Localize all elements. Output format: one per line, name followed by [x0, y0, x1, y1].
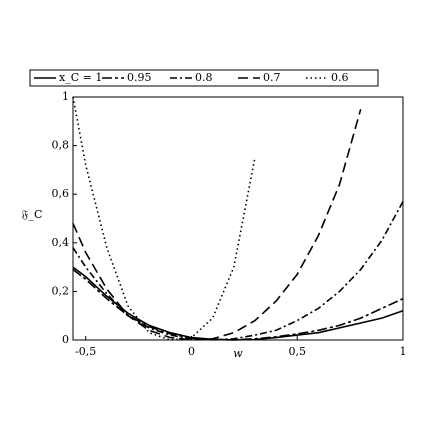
series-line — [72, 268, 404, 341]
plot-frame — [72, 96, 404, 341]
legend-label: x_C = 1 — [59, 71, 102, 84]
x-tick-label: 1 — [400, 345, 407, 358]
legend-label: 0.7 — [263, 71, 281, 84]
y-tick-label: 0,8 — [52, 139, 70, 152]
y-tick-label: 0,2 — [52, 284, 70, 297]
y-tick-label: 1 — [62, 90, 69, 103]
series-line — [72, 96, 256, 341]
legend-label: 0.95 — [127, 71, 152, 84]
y-axis-label: 𝔉_C — [22, 208, 43, 221]
x-tick-label: 0,5 — [288, 345, 306, 358]
legend-box — [29, 69, 379, 87]
y-tick-label: 0,6 — [52, 187, 70, 200]
y-tick-label: 0,4 — [52, 236, 70, 249]
series-line — [72, 201, 404, 341]
y-tick-label: 0 — [62, 333, 69, 346]
x-axis-label: w — [233, 347, 243, 360]
legend-label: 0.8 — [195, 71, 213, 84]
legend-label: 0.6 — [331, 71, 349, 84]
x-tick-label: 0 — [188, 345, 195, 358]
x-tick-label: -0,5 — [75, 345, 96, 358]
series-line — [72, 108, 362, 341]
